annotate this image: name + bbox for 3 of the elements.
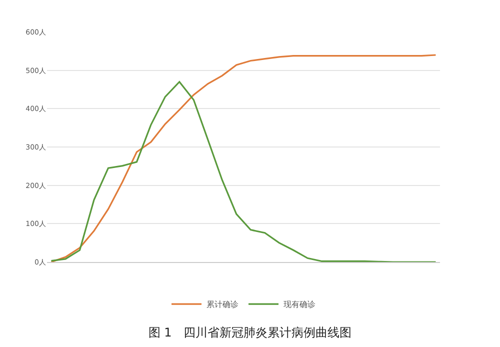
- text: 图 1 四川省新冠肺炎累计病例曲线图: [148, 326, 352, 340]
- legend-label: 累计确诊: [206, 300, 238, 310]
- legend-label: 现有确诊: [284, 300, 316, 310]
